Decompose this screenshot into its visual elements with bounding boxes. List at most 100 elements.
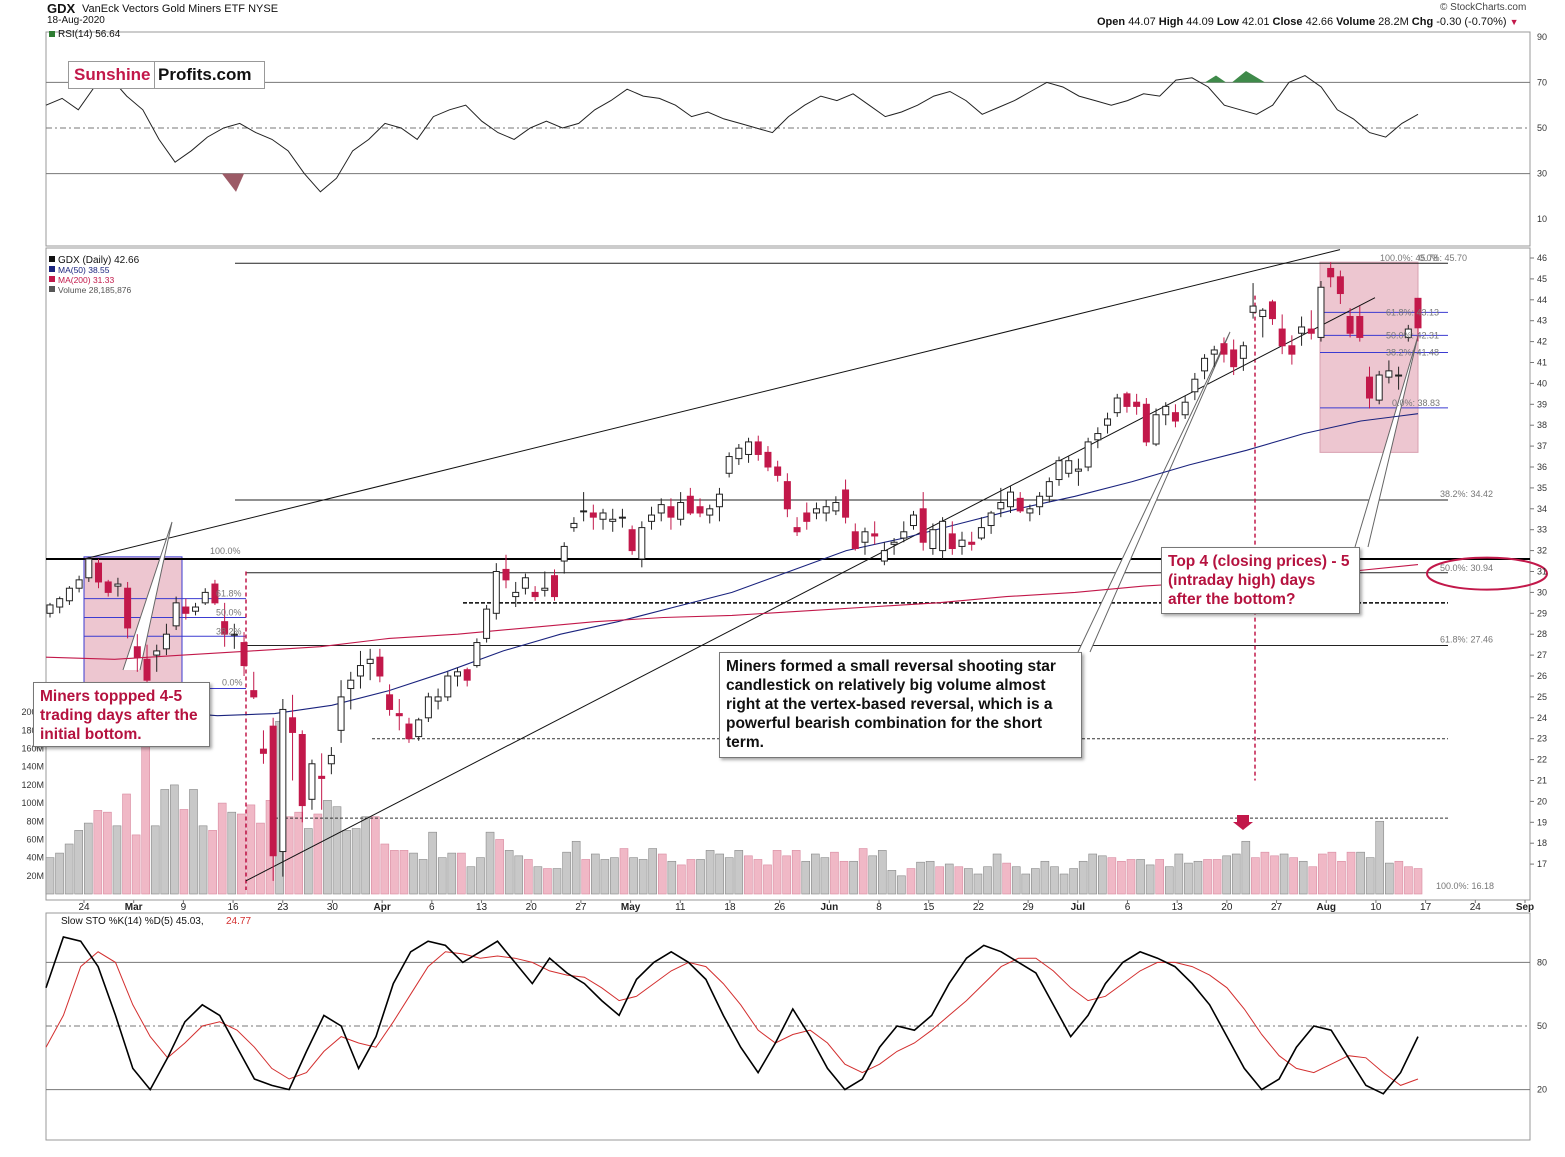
candle-body	[657, 504, 665, 514]
candle-body	[618, 516, 626, 519]
price-tick-label: 40	[1537, 378, 1547, 388]
volume-bar	[638, 859, 648, 895]
volume-bar	[323, 800, 332, 895]
price-tick-label: 21	[1537, 776, 1547, 786]
volume-bar	[1279, 853, 1289, 895]
candle-body	[871, 533, 879, 537]
volume-bar	[610, 857, 619, 895]
candle-body	[386, 694, 394, 710]
volume-bar	[1136, 859, 1145, 895]
candle-body	[347, 679, 355, 690]
price-legend-item: MA(200) 31.33	[58, 275, 114, 285]
volume-bar	[1394, 860, 1404, 895]
open-label: Open	[1097, 16, 1126, 28]
volume-bar	[887, 870, 897, 895]
x-axis-label: Aug	[1317, 902, 1336, 913]
price-tick-label: 45	[1537, 274, 1547, 284]
legend-swatch	[49, 276, 55, 282]
volume-bar	[753, 859, 763, 895]
candle-body	[1336, 276, 1344, 295]
low-value: 42.01	[1241, 16, 1270, 28]
volume-bar	[237, 813, 246, 895]
candle-body	[1249, 305, 1257, 313]
volume-bar	[217, 802, 227, 895]
price-tick-label: 37	[1537, 441, 1547, 451]
volume-bar	[1346, 851, 1356, 895]
candle-body	[259, 748, 267, 754]
x-axis-label: Apr	[374, 902, 391, 913]
candle-body	[570, 522, 578, 529]
volume-bar	[1107, 857, 1117, 895]
volume-bar	[590, 853, 600, 895]
candle-body	[1133, 401, 1141, 407]
candle-body	[589, 512, 597, 518]
candle-body	[434, 696, 442, 702]
price-tick-label: 25	[1537, 692, 1547, 702]
candle-body	[958, 539, 966, 547]
x-axis-label: 6	[1125, 902, 1131, 913]
x-axis-label: 26	[774, 902, 786, 913]
candle-body	[318, 775, 326, 779]
volume-bar	[83, 822, 93, 895]
high-value: 44.09	[1186, 16, 1214, 28]
volume-tick-label: 100M	[21, 798, 44, 808]
volume-bar	[629, 857, 638, 895]
volume-bar	[103, 811, 112, 895]
volume-bar	[1298, 860, 1308, 895]
candle-body	[851, 531, 859, 550]
price-tick-label: 22	[1537, 755, 1547, 765]
volume-bar	[992, 853, 1002, 895]
header-fund-name: VanEck Vectors Gold Miners ETF	[82, 3, 246, 15]
candle-body	[1278, 328, 1286, 347]
volume-bar	[1413, 868, 1423, 895]
candle-body	[1414, 297, 1422, 329]
candle-body	[250, 690, 258, 698]
candle-body	[822, 506, 830, 514]
volume-bar	[1356, 851, 1365, 895]
candle-body	[900, 531, 908, 539]
low-label: Low	[1216, 16, 1239, 28]
volume-bar	[782, 855, 791, 895]
candle-body	[308, 763, 316, 800]
volume-bar	[208, 830, 217, 895]
candle-body	[599, 512, 607, 520]
volume-bar	[495, 839, 504, 895]
candle-body	[1259, 309, 1267, 318]
volume-bar	[600, 859, 610, 895]
x-axis-label: Jun	[820, 902, 838, 913]
volume-bar	[1260, 851, 1270, 895]
volume-tick-label: 180M	[21, 725, 44, 735]
x-axis-label: 13	[1172, 902, 1184, 913]
candle-body	[1356, 316, 1364, 338]
volume-bar	[457, 852, 466, 895]
volume-bar	[686, 859, 696, 895]
volume-bar	[1365, 857, 1375, 895]
candle-body	[483, 608, 491, 639]
candle-body	[463, 669, 471, 681]
candle-body	[1201, 357, 1209, 372]
candle-body	[686, 495, 694, 514]
candle-body	[997, 502, 1005, 510]
chg-value: -0.30 (-0.70%)	[1436, 16, 1507, 28]
x-axis-label: 24	[78, 902, 90, 913]
open-value: 44.07	[1128, 16, 1156, 28]
volume-bar	[399, 850, 409, 895]
volume-bar	[1059, 873, 1069, 895]
candle-body	[415, 719, 423, 738]
candle-body	[754, 441, 762, 455]
x-axis-label: 15	[923, 902, 935, 913]
candle-body	[356, 665, 364, 677]
volume-bar	[351, 828, 361, 895]
volume-bar	[1050, 866, 1059, 895]
volume-bar	[772, 850, 782, 895]
legend-swatch	[49, 266, 55, 272]
candle-body	[1230, 349, 1238, 368]
price-legend-item: Volume 28,185,876	[58, 285, 132, 295]
fib-label-big-618: 61.8%: 27.46	[1440, 634, 1493, 644]
candle-body	[376, 656, 384, 677]
candle-body	[444, 675, 452, 698]
high-label: High	[1158, 16, 1184, 28]
fib-label-left-382: 38.2%	[216, 626, 242, 636]
price-tick-label: 31	[1537, 567, 1547, 577]
